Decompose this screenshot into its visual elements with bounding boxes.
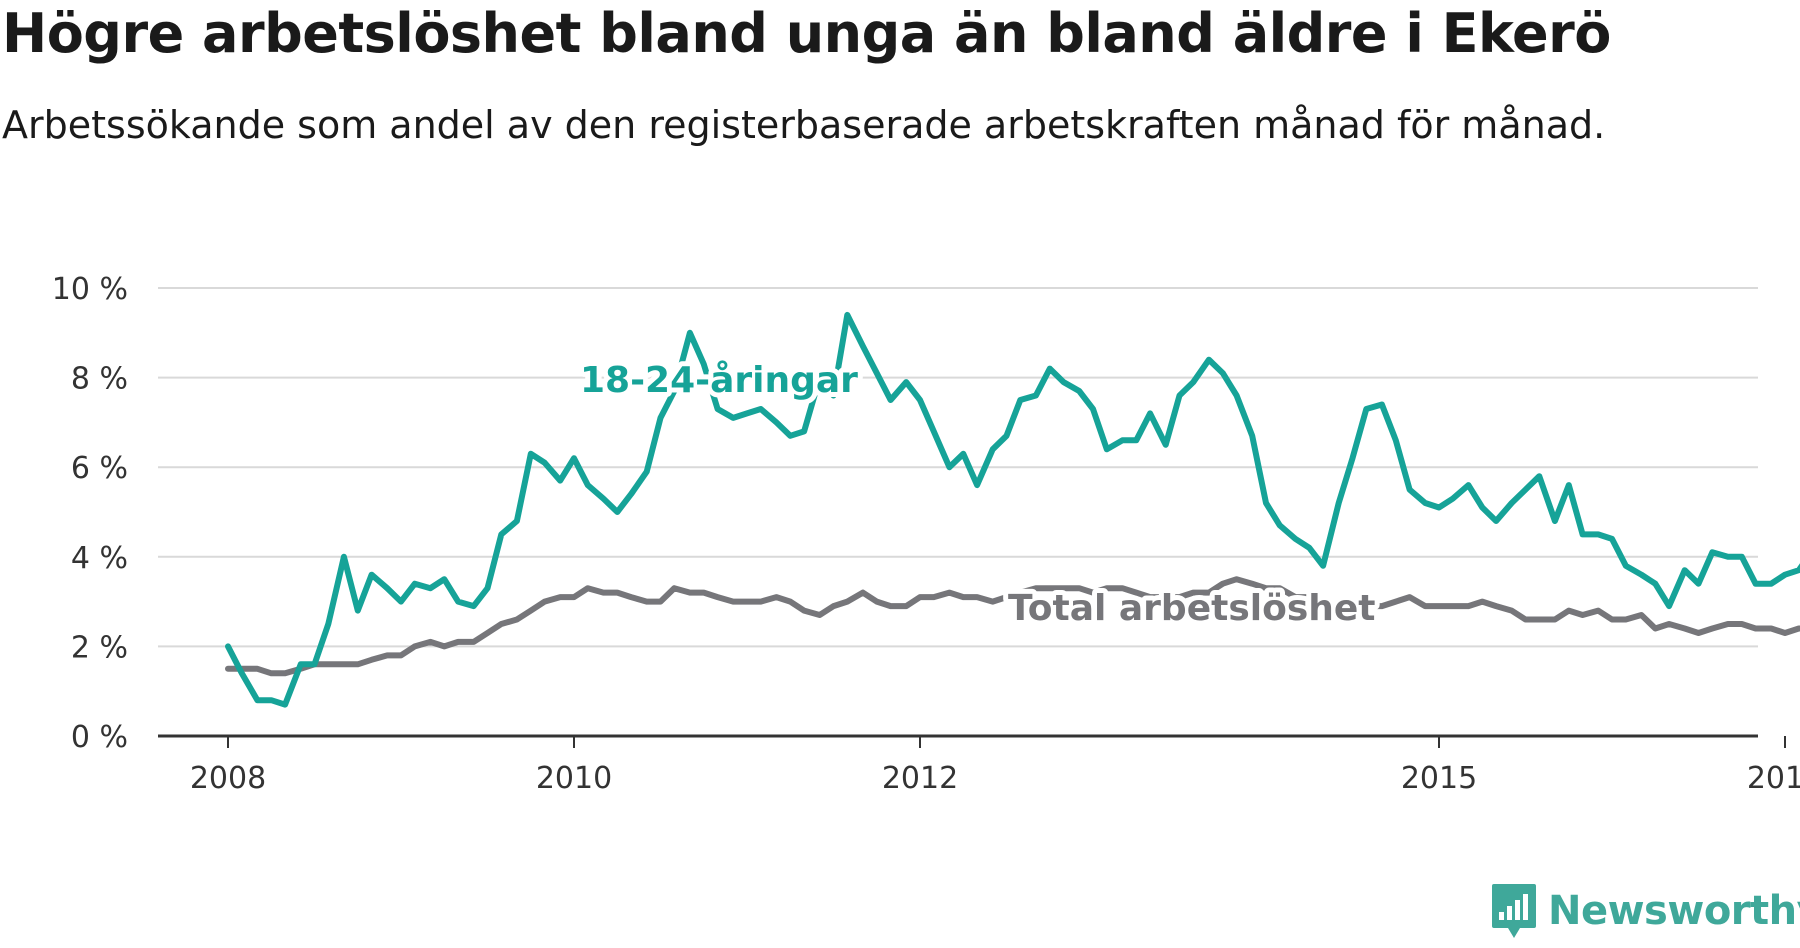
x-tick-label: 2012 xyxy=(882,761,958,796)
y-tick-label: 2 % xyxy=(71,630,128,665)
x-tick-label: 2017 xyxy=(1747,761,1800,796)
series-line-0 xyxy=(225,311,1800,708)
x-axis-ticks: 20082010201220152017202020222024 xyxy=(190,736,1800,796)
y-tick-label: 6 % xyxy=(71,451,128,486)
chart-title: Högre arbetslöshet bland unga än bland ä… xyxy=(2,2,1611,65)
series-label-total: Total arbetslöshet xyxy=(1008,588,1376,629)
y-tick-label: 4 % xyxy=(71,541,128,576)
brand-name: Newsworthy xyxy=(1548,888,1800,934)
chart-subtitle: Arbetssökande som andel av den registerb… xyxy=(2,103,1606,147)
brand-logo: Newsworthy xyxy=(1490,882,1800,940)
series-line-1 xyxy=(225,576,1800,677)
series-label-youth: 18-24-åringar xyxy=(580,360,858,401)
x-tick-label: 2010 xyxy=(536,761,612,796)
newsworthy-logo-icon xyxy=(1492,884,1536,938)
y-tick-label: 8 % xyxy=(71,362,128,397)
y-tick-label: 10 % xyxy=(52,272,128,307)
x-tick-label: 2008 xyxy=(190,761,266,796)
y-axis-ticks: 0 % 2 % 4 % 6 % 8 % 10 % xyxy=(52,272,128,755)
x-tick-label: 2015 xyxy=(1401,761,1477,796)
series-lines xyxy=(225,311,1800,708)
y-tick-label: 0 % xyxy=(71,720,128,755)
